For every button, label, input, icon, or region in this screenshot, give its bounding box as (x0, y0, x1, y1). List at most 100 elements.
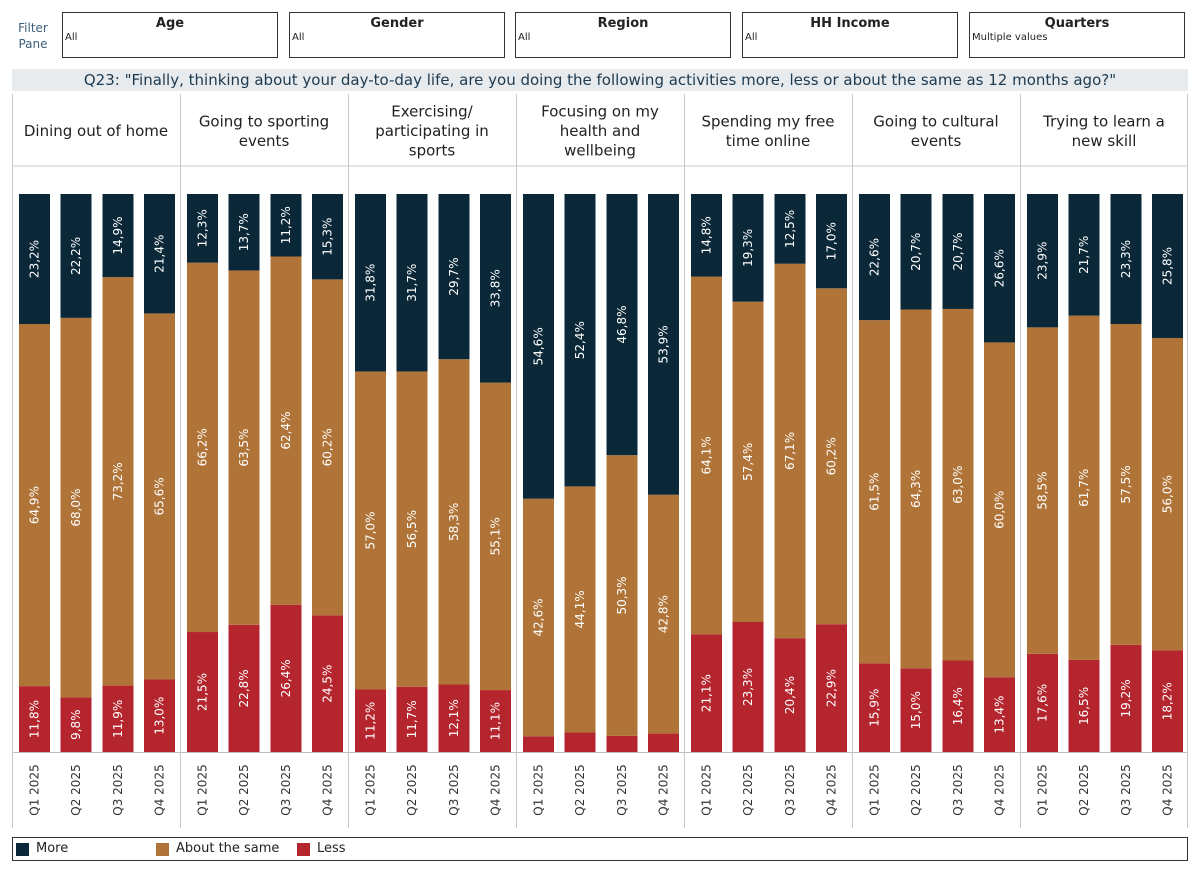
bar-segment-same (438, 359, 470, 685)
quarter-tick-label: Q4 2025 (657, 764, 671, 815)
data-label-same: 63,0% (951, 466, 965, 504)
data-label-less: 15,9% (868, 689, 882, 727)
data-label-same: 42,8% (657, 595, 671, 633)
bar-segment-same (1110, 324, 1142, 645)
data-label-same: 67,1% (783, 432, 797, 470)
bar-segment-more (228, 194, 260, 271)
data-label-more: 21,7% (1077, 236, 1091, 274)
quarter-tick-label: Q4 2025 (153, 764, 167, 815)
panel-title: wellbeing (564, 142, 636, 160)
legend-item-same[interactable]: About the same (156, 842, 279, 856)
bar-segment-more (564, 194, 596, 487)
panel-title: Spending my free (701, 112, 834, 130)
legend-item-more[interactable]: More (16, 842, 68, 856)
data-label-less: 11,7% (405, 700, 419, 738)
filter-quarters[interactable]: Quarters Multiple values (969, 12, 1185, 58)
bar-segment-more (1027, 194, 1058, 328)
bar-segment-same (19, 324, 50, 687)
bar-segment-less (396, 686, 428, 752)
bar-segment-more (144, 194, 175, 314)
filter-region-value[interactable]: All (518, 32, 531, 43)
data-label-same: 66,2% (196, 428, 210, 466)
bar-segment-less (438, 684, 470, 752)
bar-segment-same (523, 498, 554, 737)
data-label-less: 11,2% (364, 702, 378, 740)
data-label-less: 13,0% (153, 697, 167, 735)
bar-segment-same (396, 371, 428, 687)
quarter-tick-label: Q3 2025 (951, 764, 965, 815)
data-label-less: 24,5% (321, 665, 335, 703)
bar-segment-more (19, 194, 50, 325)
data-label-more: 12,5% (783, 210, 797, 248)
filter-region[interactable]: Region All (515, 12, 731, 58)
data-label-same: 60,0% (993, 491, 1007, 529)
bar-segment-less (648, 733, 679, 752)
bar-segment-less (1068, 659, 1100, 752)
filter-gender[interactable]: Gender All (289, 12, 505, 58)
bar-segment-more (732, 194, 764, 302)
quarter-tick-label: Q1 2025 (868, 764, 882, 815)
bar-segment-less (1152, 650, 1183, 752)
quarter-tick-label: Q4 2025 (489, 764, 503, 815)
quarter-tick-label: Q1 2025 (196, 764, 210, 815)
data-label-more: 15,3% (321, 218, 335, 256)
legend-swatch-less (297, 842, 310, 856)
data-label-same: 56,0% (1161, 475, 1175, 513)
data-label-more: 11,2% (279, 206, 293, 244)
bar-segment-same (1152, 337, 1183, 651)
data-label-same: 60,2% (321, 428, 335, 466)
bar-segment-same (355, 371, 386, 690)
filter-hh-income-value[interactable]: All (745, 32, 758, 43)
data-label-same: 64,9% (28, 486, 42, 524)
data-label-more: 53,9% (657, 325, 671, 363)
filter-age-title: Age (155, 16, 185, 31)
data-label-less: 26,4% (279, 659, 293, 697)
filter-hh-income[interactable]: HH Income All (742, 12, 958, 58)
data-label-more: 23,2% (28, 240, 42, 278)
quarter-tick-label: Q3 2025 (1119, 764, 1133, 815)
quarter-tick-label: Q2 2025 (69, 764, 83, 815)
bar-segment-less (942, 660, 974, 752)
bar-segment-same (270, 256, 302, 605)
bar-segment-same (480, 382, 511, 691)
bar-segment-same (900, 309, 932, 669)
bar-segment-less (774, 638, 806, 752)
filter-age[interactable]: Age All (62, 12, 278, 58)
data-label-same: 65,6% (153, 477, 167, 515)
data-label-less: 22,9% (825, 669, 839, 707)
bar-segment-same (1027, 327, 1058, 654)
filter-hh-income-title: HH Income (810, 16, 890, 31)
bar-segment-more (859, 194, 890, 321)
bar-segment-more (984, 194, 1015, 343)
quarter-tick-label: Q3 2025 (615, 764, 629, 815)
legend-label-more: More (36, 841, 69, 856)
filter-gender-title: Gender (370, 16, 424, 31)
bar-segment-more (187, 194, 218, 263)
data-label-less: 9,8% (69, 709, 83, 740)
panel-title: new skill (1072, 132, 1137, 150)
legend-item-less[interactable]: Less (297, 842, 346, 856)
panel-title: sports (409, 142, 456, 160)
data-label-less: 11,8% (28, 700, 42, 738)
bar-segment-less (19, 686, 50, 752)
bar-segment-same (606, 455, 638, 736)
bar-segment-more (942, 194, 974, 309)
filter-quarters-value[interactable]: Multiple values (972, 32, 1048, 43)
bar-segment-more (691, 194, 722, 277)
data-label-less: 16,4% (951, 687, 965, 725)
filter-gender-value[interactable]: All (292, 32, 305, 43)
filter-pane-label: Filter Pane (18, 21, 48, 51)
bar-segment-less (228, 624, 260, 752)
data-label-less: 11,1% (489, 702, 503, 740)
filter-age-value[interactable]: All (65, 32, 78, 43)
bar-segment-less (187, 632, 218, 752)
data-label-more: 26,6% (993, 249, 1007, 287)
bar-segment-less (606, 735, 638, 752)
data-label-same: 68,0% (69, 489, 83, 527)
panel-title: health and (560, 122, 640, 140)
data-label-same: 44,1% (573, 590, 587, 628)
bar-segment-more (1110, 194, 1142, 325)
data-label-more: 17,0% (825, 222, 839, 260)
quarter-tick-label: Q4 2025 (321, 764, 335, 815)
data-label-more: 12,3% (196, 209, 210, 247)
